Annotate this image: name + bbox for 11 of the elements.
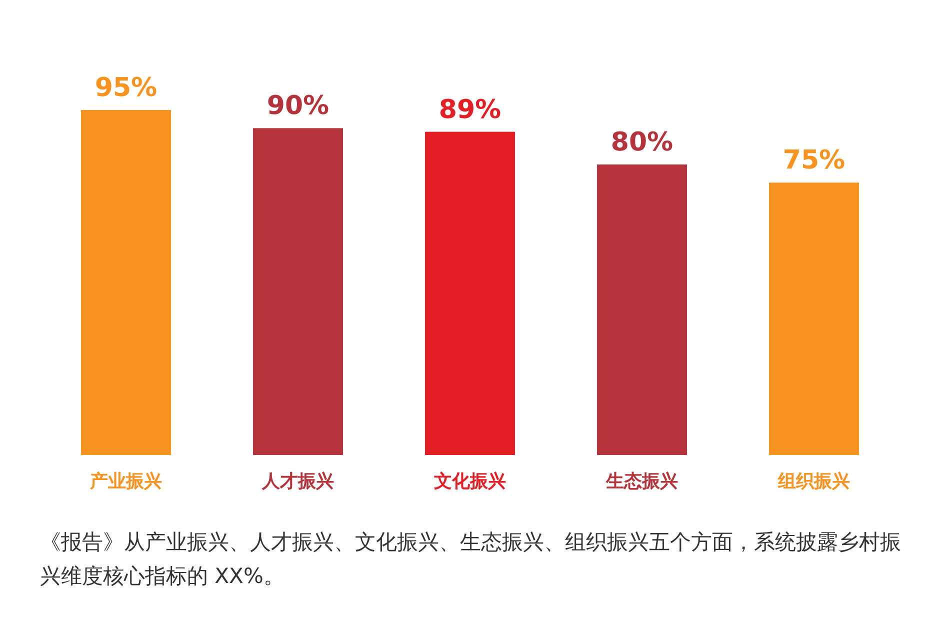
x-tick-label: 生态振兴 xyxy=(605,471,678,492)
text: 《报告》从产业振兴、人才振兴、文化振兴、生态振兴、组织振兴五个方面，系统披露乡村振兴维度核心指标的 XX%。 xyxy=(40,529,902,590)
data-label: 95% xyxy=(94,73,158,103)
data-label: 90% xyxy=(266,91,330,122)
data-label: 75% xyxy=(782,146,846,176)
x-tick-label: 文化振兴 xyxy=(433,471,506,492)
x-tick-label: 组织振兴 xyxy=(777,471,850,492)
x-tick-label: 人才振兴 xyxy=(261,471,334,492)
data-label: 89% xyxy=(438,94,502,125)
data-label: 80% xyxy=(610,127,674,158)
x-tick-label: 产业振兴 xyxy=(89,471,162,492)
